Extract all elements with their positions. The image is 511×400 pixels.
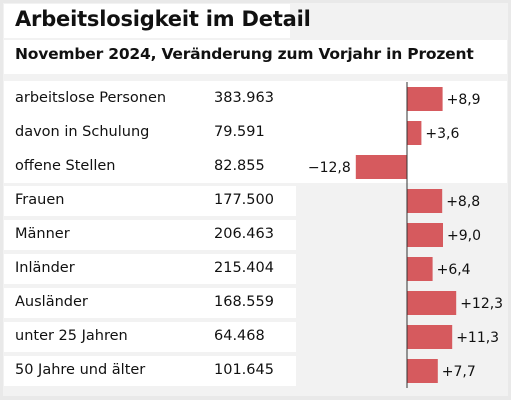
row-background	[4, 254, 296, 284]
row-count: 101.645	[214, 362, 274, 378]
bar	[407, 121, 422, 145]
data-label: +7,7	[442, 364, 476, 380]
bar	[407, 223, 443, 247]
row-count: 383.963	[214, 90, 274, 106]
row-label: offene Stellen	[15, 158, 116, 174]
row-label: arbeitslose Personen	[15, 90, 167, 106]
row-background	[4, 322, 296, 352]
data-label: +12,3	[460, 296, 503, 312]
row-count: 79.591	[214, 124, 265, 140]
data-label: +9,0	[447, 228, 481, 244]
row-background	[4, 220, 296, 250]
data-label: +8,9	[447, 92, 481, 108]
row-label: Inländer	[15, 260, 75, 276]
subtitle-background	[4, 40, 507, 74]
row-label: Frauen	[15, 192, 65, 208]
data-label: −12,8	[308, 160, 351, 176]
bar	[407, 257, 433, 281]
data-label: +6,4	[437, 262, 471, 278]
row-label: unter 25 Jahren	[15, 328, 128, 344]
row-background	[4, 186, 296, 216]
bar	[407, 359, 438, 383]
row-label: davon in Schulung	[15, 124, 150, 140]
row-count: 168.559	[214, 294, 274, 310]
row-background	[4, 356, 296, 386]
bar	[407, 325, 453, 349]
bar	[407, 291, 457, 315]
row-label: 50 Jahre und älter	[15, 362, 146, 378]
bar	[407, 189, 443, 213]
row-count: 64.468	[214, 328, 265, 344]
chart-title: Arbeitslosigkeit im Detail	[15, 7, 311, 31]
row-label: Männer	[15, 226, 70, 242]
data-label: +11,3	[456, 330, 499, 346]
row-count: 215.404	[214, 260, 274, 276]
bar	[407, 87, 443, 111]
row-count: 82.855	[214, 158, 265, 174]
row-background	[4, 288, 296, 318]
title-background	[4, 4, 290, 38]
data-label: +8,8	[446, 194, 480, 210]
row-count: 177.500	[214, 192, 274, 208]
row-count: 206.463	[214, 226, 274, 242]
data-label: +3,6	[425, 126, 459, 142]
bar	[355, 155, 407, 179]
row-label: Ausländer	[15, 294, 88, 310]
chart-subtitle: November 2024, Veränderung zum Vorjahr i…	[15, 45, 474, 63]
